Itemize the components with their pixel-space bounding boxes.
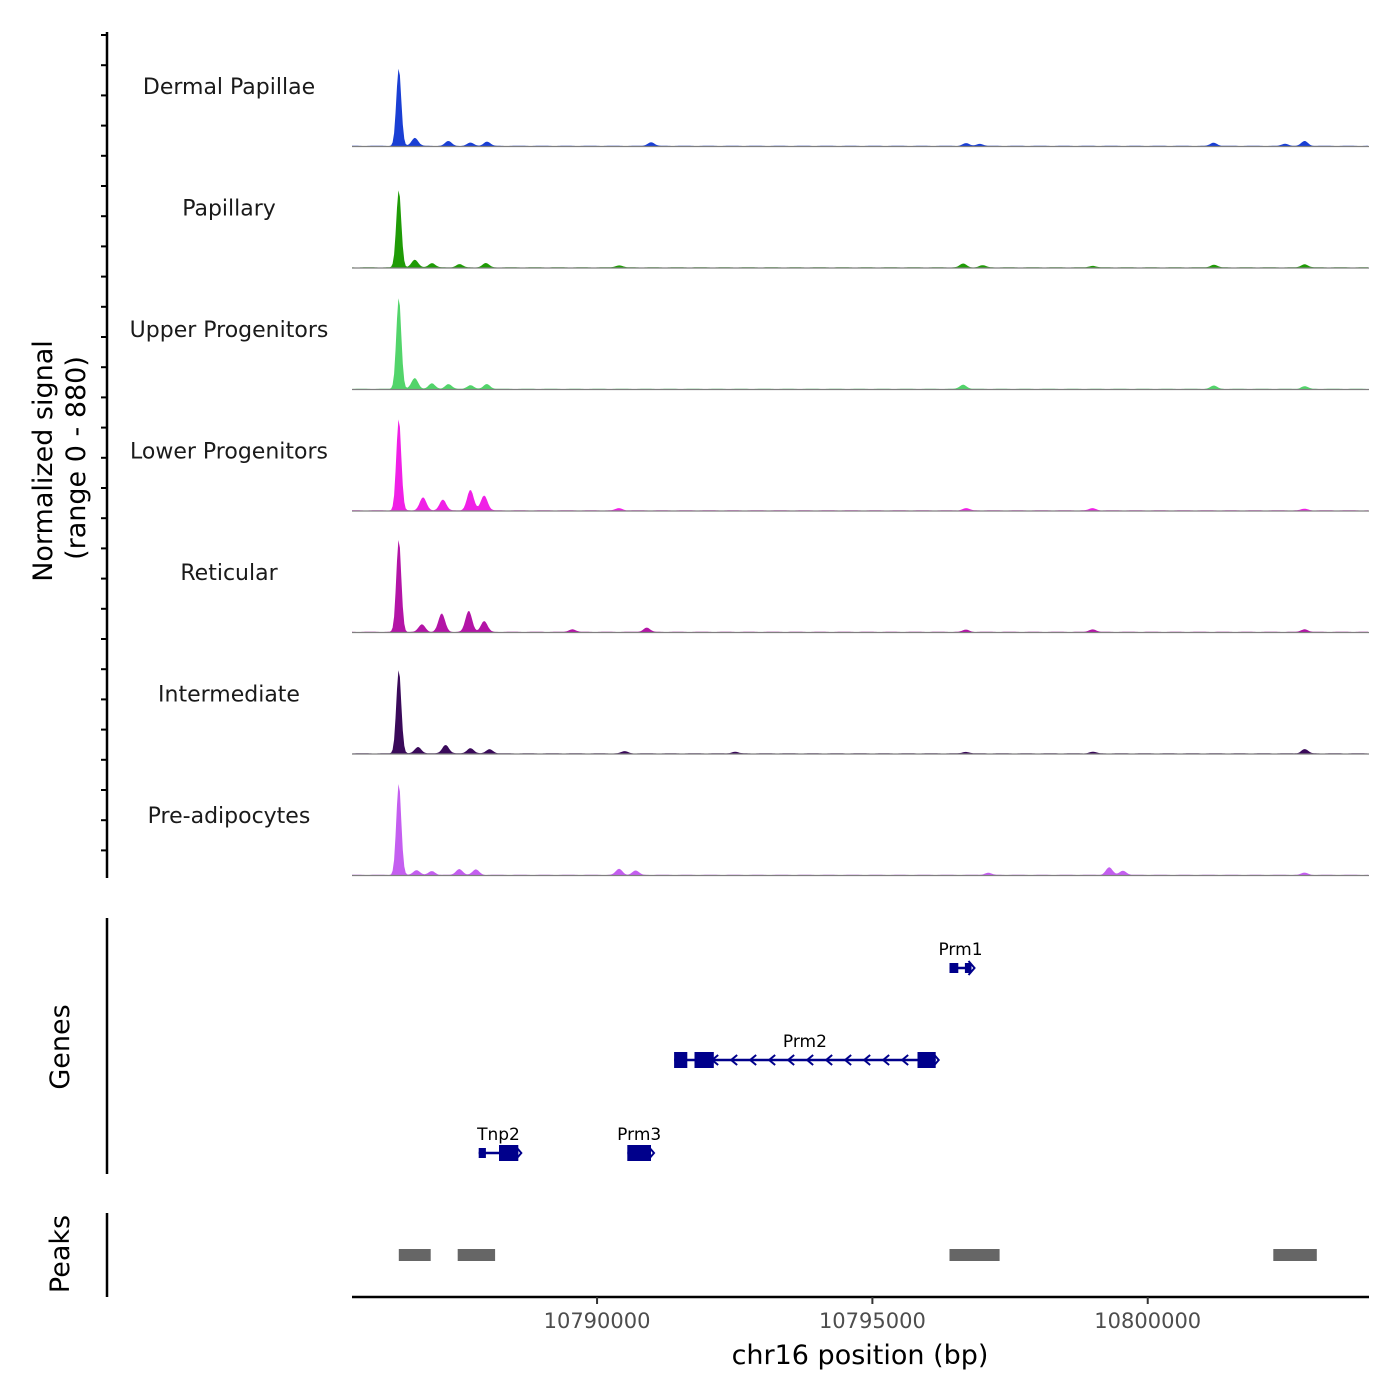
track-signal-area	[352, 670, 1368, 754]
track-intermediate: Intermediate	[158, 670, 1369, 755]
peak-region	[398, 1249, 431, 1261]
x-tick-label: 10790000	[544, 1309, 651, 1333]
gene-exon	[949, 963, 959, 973]
gene-label: Prm1	[938, 940, 982, 960]
gene-label: Prm2	[783, 1032, 827, 1052]
y-axis-title-line2: (range 0 - 880)	[61, 356, 92, 560]
gene-prm3: Prm3	[617, 1125, 661, 1161]
strand-chevron	[748, 1054, 757, 1066]
gene-prm1: Prm1	[938, 940, 983, 976]
track-label: Papillary	[182, 196, 276, 221]
track-dermal-papillae: Dermal Papillae	[143, 68, 1369, 148]
strand-chevron	[824, 1054, 833, 1066]
gene-label: Prm3	[617, 1125, 661, 1145]
genes-panel: Prm1 Prm2 Tnp2 Prm3	[105, 918, 983, 1174]
x-tick-label: 10800000	[1094, 1309, 1201, 1333]
track-signal-area	[352, 298, 1368, 390]
y-axis-title-line1: Normalized signal	[28, 340, 59, 582]
peak-region	[457, 1249, 496, 1261]
gene-end-arrow	[931, 1052, 941, 1068]
track-papillary: Papillary	[182, 190, 1369, 269]
coverage-panel: Dermal Papillae Papillary Upper Progenitor…	[101, 32, 1369, 878]
track-signal-area	[352, 68, 1368, 147]
track-label: Intermediate	[158, 682, 300, 707]
x-axis-title: chr16 position (bp)	[732, 1340, 989, 1371]
peaks-axis-title: Peaks	[45, 1215, 76, 1293]
gene-end-arrow	[514, 1145, 523, 1161]
gene-exon	[499, 1145, 519, 1161]
gene-prm2: Prm2	[674, 1032, 941, 1068]
strand-chevron	[729, 1054, 738, 1066]
gene-exon	[694, 1052, 714, 1068]
track-reticular: Reticular	[180, 540, 1369, 634]
strand-chevron	[843, 1054, 852, 1066]
gene-tnp2: Tnp2	[476, 1125, 523, 1161]
track-signal-area	[352, 540, 1368, 633]
strand-chevron	[805, 1054, 814, 1066]
track-label: Lower Progenitors	[130, 439, 328, 464]
gene-exon	[674, 1052, 688, 1068]
gene-exon	[917, 1052, 936, 1068]
x-axis: 10790000 10795000 10800000	[352, 1295, 1369, 1333]
strand-chevron	[786, 1054, 795, 1066]
peaks-panel	[105, 1213, 1317, 1297]
gene-end-arrow	[967, 960, 976, 976]
track-label: Dermal Papillae	[143, 75, 315, 100]
track-signal-area	[352, 190, 1368, 268]
gene-label: Tnp2	[476, 1125, 520, 1145]
peak-region	[949, 1249, 1000, 1261]
strand-chevron	[767, 1054, 776, 1066]
track-signal-area	[352, 784, 1368, 876]
genes-axis-title: Genes	[45, 1004, 76, 1089]
gene-end-arrow	[647, 1145, 656, 1161]
strand-chevron	[881, 1054, 890, 1066]
peak-region	[1273, 1249, 1317, 1261]
strand-chevron	[862, 1054, 871, 1066]
gene-exon	[478, 1148, 486, 1158]
gene-exon	[964, 963, 972, 973]
track-pre-adipocytes: Pre-adipocytes	[148, 784, 1369, 877]
track-label: Pre-adipocytes	[148, 804, 311, 829]
track-label: Upper Progenitors	[130, 318, 329, 343]
gene-exon	[627, 1145, 651, 1161]
x-tick-label: 10795000	[819, 1309, 926, 1333]
track-upper-progenitors: Upper Progenitors	[130, 298, 1369, 391]
track-label: Reticular	[180, 561, 278, 586]
track-signal-area	[352, 419, 1368, 511]
strand-chevron	[900, 1054, 909, 1066]
track-lower-progenitors: Lower Progenitors	[130, 419, 1369, 512]
